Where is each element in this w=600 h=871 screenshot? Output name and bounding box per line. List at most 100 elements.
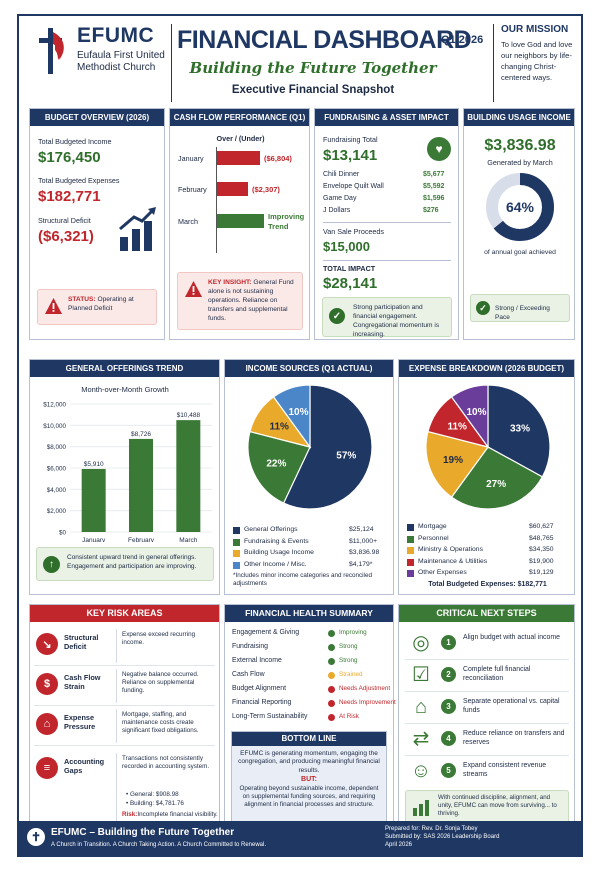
chart-title: Month-over-Month Growth bbox=[81, 385, 169, 394]
legend-value: $48,765 bbox=[529, 534, 554, 542]
health-row-status: Needs Improvement bbox=[339, 699, 396, 706]
check-icon: ✓ bbox=[329, 308, 345, 324]
legend-swatch bbox=[407, 524, 414, 531]
pie-label: 22% bbox=[266, 458, 286, 469]
health-row-status: Strong bbox=[339, 657, 358, 664]
x-tick-label: March bbox=[179, 537, 197, 542]
divider bbox=[405, 723, 569, 724]
health-row-name: External Income bbox=[232, 657, 282, 664]
budget-overview-card: BUDGET OVERVIEW (2026) Total Budgeted In… bbox=[29, 108, 165, 340]
legend-value: $60,627 bbox=[529, 523, 554, 530]
fundraising-item-value: $5,677 bbox=[423, 171, 445, 178]
expense-pie-chart: 33% 27% 19% 11% 10% bbox=[425, 384, 551, 510]
warning-icon bbox=[45, 298, 62, 314]
pie-label: 57% bbox=[336, 451, 356, 462]
legend-value: $4,179* bbox=[349, 560, 373, 568]
cashflow-bar-march bbox=[216, 214, 264, 228]
arrow-up-icon: ↑ bbox=[43, 556, 60, 573]
bar bbox=[81, 468, 106, 532]
income-sources-card: INCOME SOURCES (Q1 ACTUAL) 57% 22% 11% 10% … bbox=[224, 359, 394, 595]
card-title: BUDGET OVERVIEW (2026) bbox=[30, 109, 164, 126]
footer: ✝ EFUMC – Building the Future Together A… bbox=[19, 821, 581, 855]
van-label: Van Sale Proceeds bbox=[323, 227, 384, 236]
pie-slice bbox=[272, 384, 311, 449]
status-prefix: STATUS: bbox=[68, 296, 96, 303]
status-dot bbox=[328, 714, 335, 721]
health-row-name: Cash Flow bbox=[232, 671, 265, 678]
impact-label: TOTAL IMPACT bbox=[323, 264, 376, 273]
offerings-note-text: Consistent upward trend in general offer… bbox=[67, 554, 197, 570]
closing-text: With continued discipline, alignment, an… bbox=[438, 794, 557, 817]
pie-slice bbox=[487, 384, 551, 478]
status-note: STATUS: Operating at Planned Deficit bbox=[37, 289, 157, 325]
cashflow-value: ($2,307) bbox=[252, 185, 280, 194]
bar bbox=[129, 438, 153, 532]
heart-hand-icon: ♥ bbox=[427, 137, 451, 161]
building-icon: ⌂ bbox=[36, 713, 58, 735]
offerings-trend-card: GENERAL OFFERINGS TREND Month-over-Month… bbox=[29, 359, 220, 595]
health-row-status: Improving bbox=[339, 629, 367, 636]
fundraising-item-value: $1,596 bbox=[423, 195, 445, 202]
expenses-value: $182,771 bbox=[38, 188, 101, 205]
legend-label: Other Income / Misc. bbox=[244, 560, 307, 568]
pie-slice bbox=[425, 430, 490, 498]
legend-label: Other Expenses bbox=[418, 569, 467, 576]
offerings-bar-chart: Month-over-Month Growth $12,000 $10,000 $8,… bbox=[43, 385, 212, 542]
cross-icon: ✝ bbox=[27, 828, 45, 846]
bottom-line-but: BUT: bbox=[301, 776, 317, 783]
pie-slice bbox=[282, 384, 373, 510]
card-title: EXPENSE BREAKDOWN (2026 BUDGET) bbox=[399, 360, 574, 377]
pie-label: 27% bbox=[486, 479, 506, 490]
legend-label: Building Usage Income bbox=[244, 549, 314, 556]
y-tick-label: $12,000 bbox=[43, 402, 66, 409]
cashflow-card: CASH FLOW PERFORMANCE (Q1) Over / (Under… bbox=[169, 108, 310, 340]
target-icon: ◎ bbox=[412, 632, 430, 654]
pie-label: 11% bbox=[269, 422, 289, 433]
divider bbox=[116, 629, 117, 663]
cashflow-month: February bbox=[178, 185, 207, 194]
org-full-name: Eufaula First United Methodist Church bbox=[77, 50, 165, 73]
axis-line bbox=[216, 147, 217, 253]
divider bbox=[405, 659, 569, 660]
arrows-icon: ⇄ bbox=[412, 728, 430, 750]
status-dot bbox=[328, 658, 335, 665]
legend-swatch bbox=[407, 558, 414, 566]
step-text: Reduce reliance on transfers and reserve… bbox=[463, 730, 565, 746]
legend-value: $11,000+ bbox=[349, 537, 378, 545]
growth-chart-icon bbox=[413, 800, 429, 816]
step-text: Expand consistent revenue streams bbox=[463, 762, 547, 778]
footer-prepared: Prepared for: Rev. Dr. Sonja Tobey bbox=[385, 826, 478, 832]
cashflow-month: January bbox=[178, 154, 204, 163]
x-tick-label: February bbox=[128, 537, 155, 542]
risk-name: Cash Flow Strain bbox=[64, 673, 101, 691]
warning-icon bbox=[185, 281, 202, 297]
y-tick-label: $2,000 bbox=[47, 508, 67, 515]
legend-label: General Offerings bbox=[244, 526, 298, 533]
deficit-value: ($6,321) bbox=[38, 228, 94, 245]
cashflow-bar-january bbox=[216, 151, 260, 165]
expense-breakdown-card: EXPENSE BREAKDOWN (2026 BUDGET) 33% 27% 19… bbox=[398, 359, 575, 595]
cashflow-bar-february bbox=[216, 182, 248, 196]
fundraising-item: Envelope Quilt Wall bbox=[323, 183, 384, 190]
pie-slice bbox=[450, 384, 489, 449]
status-dot bbox=[328, 672, 335, 679]
divider bbox=[34, 665, 215, 666]
chart-down-icon: ↘ bbox=[36, 633, 58, 655]
y-tick-label: $4,000 bbox=[47, 487, 67, 494]
bottom-line-title: BOTTOM LINE bbox=[232, 732, 386, 746]
risk-name: Structural Deficit bbox=[64, 633, 99, 651]
bar-value-label: $8,726 bbox=[131, 431, 151, 438]
status-dot bbox=[328, 644, 335, 651]
step-number: 4 bbox=[441, 731, 456, 746]
bottom-line-text: EFUMC is generating momentum, engaging t… bbox=[238, 750, 380, 774]
legend-swatch bbox=[407, 570, 414, 577]
bar-growth-icon bbox=[119, 207, 156, 251]
income-label: Total Budgeted Income bbox=[38, 137, 112, 146]
step-number: 5 bbox=[441, 763, 456, 778]
divider bbox=[34, 705, 215, 706]
bar-value-label: $5,910 bbox=[84, 461, 104, 468]
divider bbox=[116, 753, 117, 823]
mission-title: OUR MISSION bbox=[501, 24, 569, 35]
fundraising-item: Chili Dinner bbox=[323, 171, 360, 178]
divider bbox=[34, 745, 215, 746]
